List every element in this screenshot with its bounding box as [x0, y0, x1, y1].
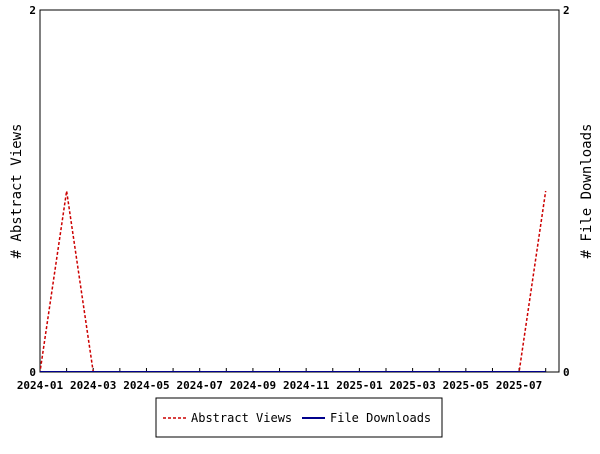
y-tick-label-left: 0 — [29, 366, 36, 379]
x-tick-label: 2025-07 — [496, 379, 542, 392]
legend-label-abstract-views: Abstract Views — [191, 411, 292, 425]
legend: Abstract Views File Downloads — [155, 397, 443, 438]
x-tick-label: 2025-05 — [443, 379, 489, 392]
y-axis-title-right: # File Downloads — [579, 124, 595, 259]
y-axis-title-left: # Abstract Views — [9, 124, 25, 259]
x-axis-ticks: 2024-01 2024-03 2024-05 2024-07 2024-09 2024-… — [17, 368, 547, 392]
legend-label-file-downloads: File Downloads — [330, 411, 431, 425]
x-tick-label: 2024-03 — [70, 379, 116, 392]
y-tick-label-left: 2 — [29, 4, 36, 17]
x-tick-label: 2024-05 — [123, 379, 169, 392]
x-tick-label: 2025-03 — [389, 379, 435, 392]
y-tick-label-right: 2 — [563, 4, 570, 17]
x-tick-label: 2024-07 — [177, 379, 223, 392]
x-tick-label: 2025-01 — [336, 379, 383, 392]
x-tick-label: 2024-11 — [283, 379, 330, 392]
plot-area — [39, 9, 560, 373]
legend-box — [155, 397, 443, 438]
x-tick-label: 2024-09 — [230, 379, 276, 392]
y-tick-label-right: 0 — [563, 366, 570, 379]
x-tick-label: 2024-01 — [17, 379, 64, 392]
